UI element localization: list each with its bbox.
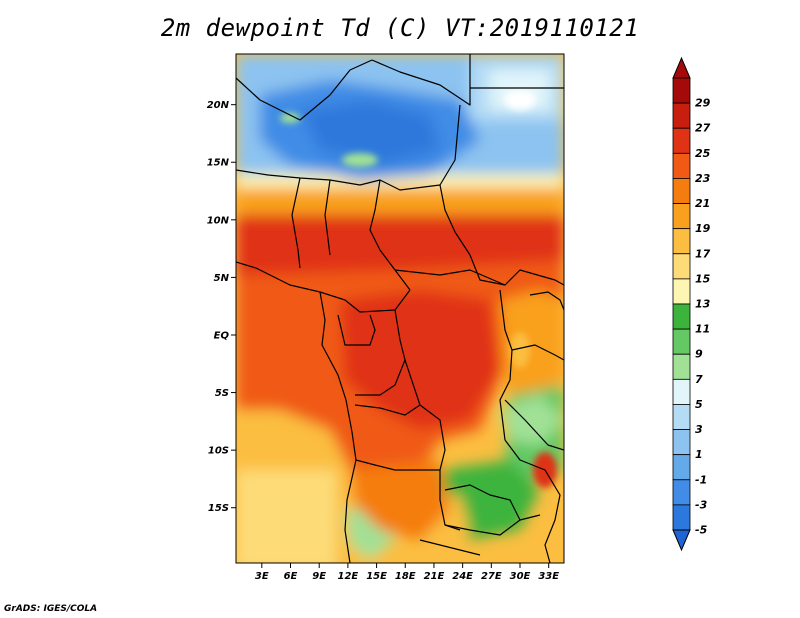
lon-tick-label: 24E	[452, 571, 473, 582]
colorbar: 29 27 25 23 21 19 17 15 13 11 9 7 5 3 1 -1 -3 -5	[672, 56, 711, 552]
colorbar-swatch	[672, 454, 691, 481]
lon-tick-label: 6E	[284, 571, 298, 582]
lon-tick-label: 12E	[338, 571, 359, 582]
colorbar-label: -5	[695, 524, 708, 537]
colorbar-label: 3	[695, 423, 703, 436]
colorbar-swatch	[672, 404, 691, 430]
lon-tick-label: 21E	[424, 571, 445, 582]
lat-tick-label: 20N	[207, 100, 230, 111]
colorbar-swatch	[672, 303, 691, 330]
map-title: 2m dewpoint Td (C) VT:2019110121	[160, 14, 640, 42]
colorbar-label: 7	[695, 373, 703, 386]
lat-tick-label: 10N	[207, 215, 230, 226]
lon-tick-label: 27E	[481, 571, 502, 582]
colorbar-swatch	[672, 278, 691, 305]
colorbar-swatch	[672, 353, 691, 380]
colorbar-swatch	[672, 328, 691, 355]
dewpoint-field	[236, 54, 564, 563]
colorbar-label: -1	[695, 473, 707, 486]
lat-tick-label: 15S	[208, 503, 229, 514]
colorbar-swatch	[672, 102, 691, 129]
lon-tick-label: 18E	[395, 571, 416, 582]
lat-tick-label: EQ	[214, 330, 230, 341]
colorbar-swatch	[672, 378, 691, 405]
grads-credit: GrADS: IGES/COLA	[4, 604, 98, 614]
lon-tick-label: 9E	[312, 571, 326, 582]
map-frame	[235, 53, 565, 564]
colorbar-swatch	[672, 203, 691, 230]
lat-tick-label: 10S	[208, 446, 229, 457]
colorbar-label: 1	[695, 448, 703, 461]
colorbar-swatch	[672, 479, 691, 506]
colorbar-swatch	[672, 228, 691, 255]
colorbar-swatch	[672, 178, 691, 204]
lat-tick-label: 15N	[207, 158, 230, 169]
country-borders	[236, 54, 564, 563]
colorbar-swatch	[672, 127, 691, 154]
latitude-axis: 20N 15N 10N 5N EQ 5S 10S 15S	[207, 100, 236, 514]
colorbar-top-triangle	[672, 56, 691, 79]
colorbar-swatch	[672, 504, 691, 531]
colorbar-label: -3	[695, 498, 708, 511]
colorbar-swatch	[672, 253, 691, 280]
colorbar-label: 29	[695, 97, 711, 110]
colorbar-swatch	[672, 429, 691, 456]
lon-tick-label: 33E	[538, 571, 559, 582]
colorbar-label: 15	[695, 272, 711, 285]
colorbar-label: 25	[695, 147, 711, 160]
colorbar-label: 11	[695, 323, 710, 336]
colorbar-swatch	[672, 77, 691, 104]
colorbar-label: 21	[695, 197, 710, 210]
colorbar-label: 5	[695, 398, 703, 411]
colorbar-label: 9	[695, 348, 703, 361]
lon-tick-label: 15E	[366, 571, 387, 582]
longitude-axis: 3E 6E 9E 12E 15E 18E 21E 24E 27E 30E 33E	[255, 563, 559, 582]
colorbar-bottom-triangle	[672, 529, 691, 552]
colorbar-swatch	[672, 152, 691, 179]
colorbar-label: 17	[695, 247, 711, 260]
colorbar-label: 27	[695, 122, 711, 135]
colorbar-label: 23	[695, 172, 711, 185]
lon-tick-label: 30E	[510, 571, 531, 582]
lat-tick-label: 5N	[214, 273, 230, 284]
colorbar-label: 19	[695, 222, 711, 235]
lat-tick-label: 5S	[215, 388, 229, 399]
lon-tick-label: 3E	[255, 571, 269, 582]
colorbar-label: 13	[695, 298, 711, 311]
